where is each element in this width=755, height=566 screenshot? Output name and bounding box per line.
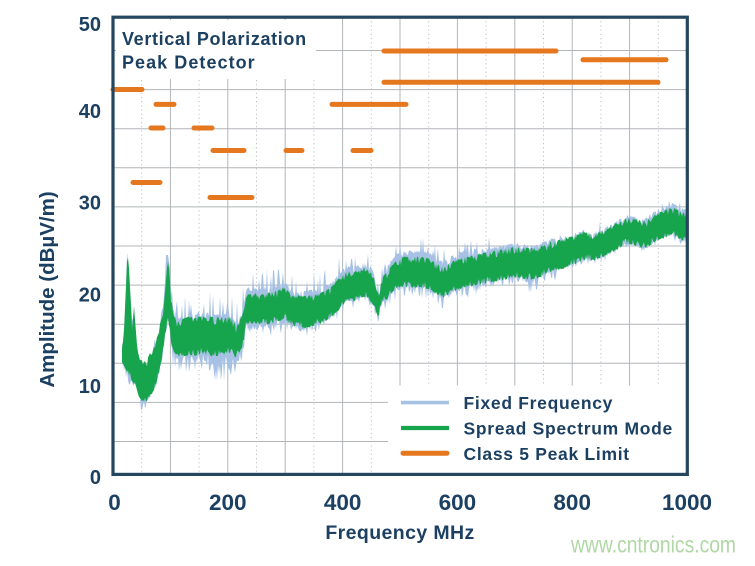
svg-text:40: 40 (79, 101, 101, 123)
svg-text:Frequency MHz: Frequency MHz (325, 522, 474, 544)
svg-text:0: 0 (108, 490, 121, 515)
svg-text:20: 20 (79, 285, 101, 307)
svg-text:50: 50 (79, 14, 101, 36)
svg-text:800: 800 (553, 490, 591, 515)
svg-text:30: 30 (79, 193, 101, 215)
svg-text:10: 10 (79, 376, 101, 398)
svg-text:Class 5 Peak Limit: Class 5 Peak Limit (464, 444, 630, 464)
svg-text:Spread Spectrum Mode: Spread Spectrum Mode (464, 418, 673, 438)
svg-text:Amplitude (dBµV/m): Amplitude (dBµV/m) (36, 191, 59, 387)
svg-text:0: 0 (90, 467, 101, 489)
svg-text:Peak Detector: Peak Detector (122, 53, 256, 73)
svg-text:www.cntronics.com: www.cntronics.com (570, 532, 736, 558)
svg-text:Fixed Frequency: Fixed Frequency (464, 393, 614, 413)
svg-text:600: 600 (439, 490, 477, 515)
svg-text:1000: 1000 (662, 490, 712, 515)
svg-text:200: 200 (209, 490, 247, 515)
svg-text:400: 400 (324, 490, 362, 515)
svg-text:Vertical Polarization: Vertical Polarization (122, 29, 307, 49)
